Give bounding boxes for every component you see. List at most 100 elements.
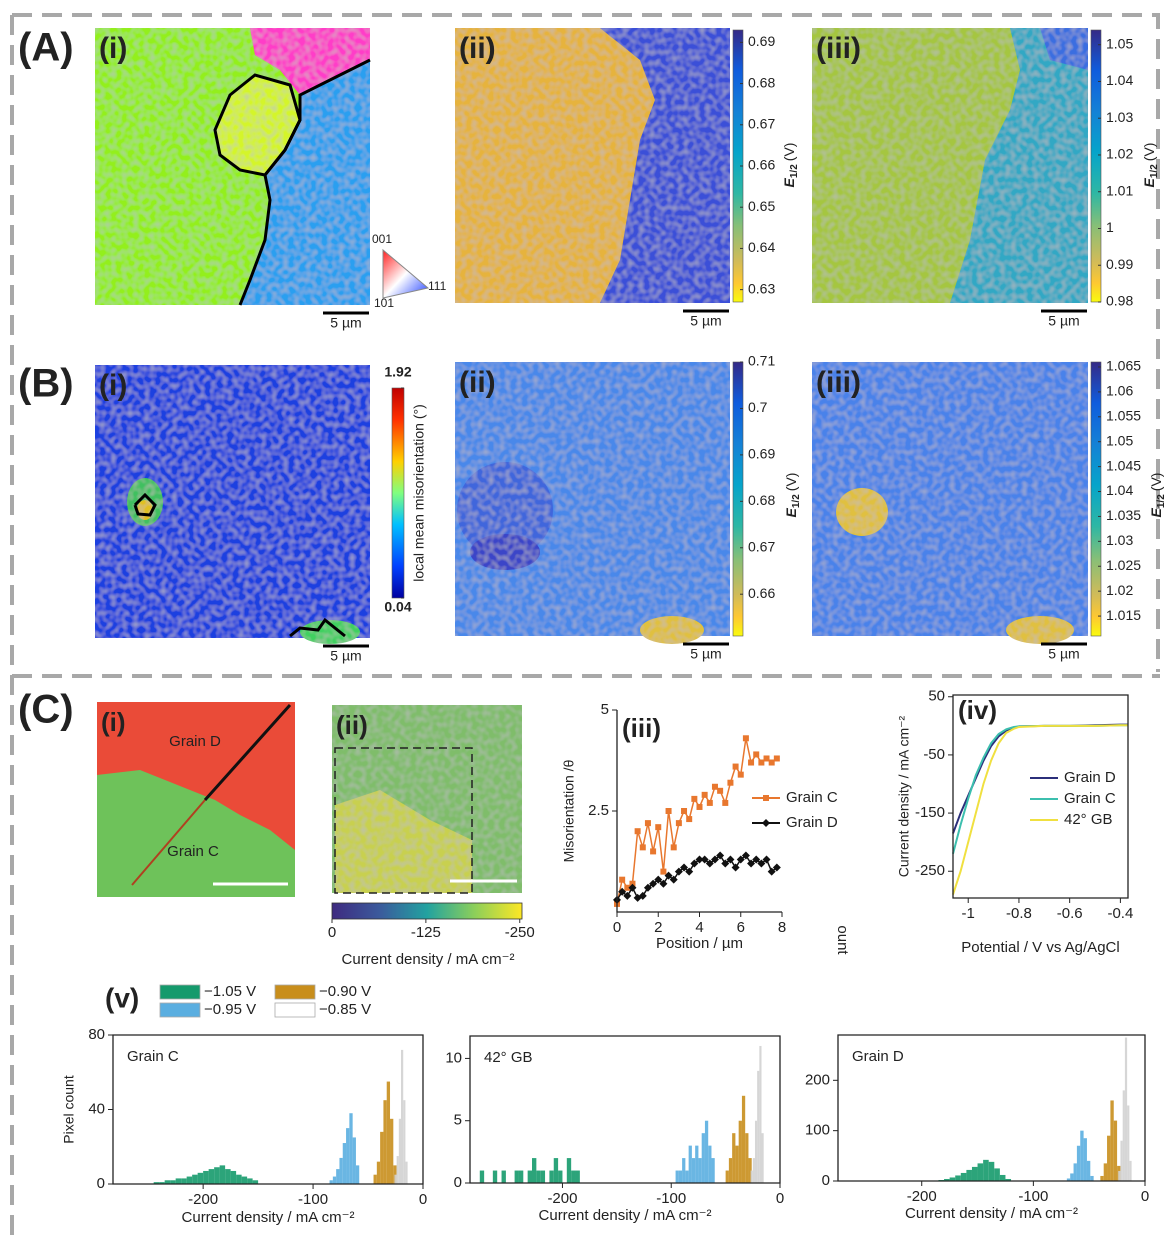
hist-bar — [492, 1170, 498, 1183]
map-label: (ii) — [459, 366, 496, 399]
panel-label: (A) — [18, 26, 74, 70]
hist-bar — [1076, 1145, 1081, 1181]
colorbar-tick-label: 1.01 — [1106, 182, 1133, 198]
colorbar-tick-label: 0.69 — [748, 33, 775, 49]
hist-bar — [536, 1170, 541, 1183]
x-tick-label: -200 — [188, 1191, 218, 1208]
legend-marker — [762, 819, 770, 827]
hist-bar — [403, 1100, 406, 1184]
map-label: (iii) — [816, 366, 861, 399]
colorbar-label: E1/2 (V) — [1141, 143, 1160, 188]
map-label: (iii) — [816, 32, 861, 65]
series-line — [616, 738, 778, 905]
hist-bar — [566, 1158, 572, 1183]
colorbar-tick-label: 1.92 — [384, 364, 411, 380]
marker — [664, 871, 673, 880]
x-tick-label: 0 — [776, 1190, 784, 1207]
legend-label: −0.90 V — [319, 983, 371, 1000]
hist-bar — [518, 1170, 524, 1183]
colorbar-tick-label: 0.63 — [748, 280, 775, 296]
hist-bar — [170, 1180, 176, 1184]
colorbar-tick-label: 1.05 — [1106, 35, 1133, 51]
colorbar-tick-label: 1.06 — [1106, 383, 1133, 399]
scale-bar-label: 5 µm — [1048, 646, 1079, 662]
hist-bar — [1110, 1100, 1114, 1181]
colorbar-tick-label: 0.67 — [748, 115, 775, 131]
marker — [768, 759, 775, 766]
y-tick-label: 0 — [822, 1172, 830, 1189]
y-tick-label: 0 — [97, 1175, 105, 1192]
grain-label: Grain C — [167, 843, 219, 860]
hist-bar — [977, 1163, 984, 1181]
x-axis-label: Current density / mA cm⁻² — [182, 1209, 355, 1226]
x-tick-label: 2 — [654, 919, 662, 936]
hist-bar — [955, 1175, 961, 1181]
hist-bar — [708, 1145, 712, 1183]
marker — [747, 859, 756, 868]
scale-bar-label: 5 µm — [330, 315, 361, 331]
colorbar-tick-label: 1.05 — [1106, 432, 1133, 448]
hist-bar — [339, 1157, 343, 1184]
marker — [772, 863, 781, 872]
map-label: (ii) — [459, 32, 496, 65]
hist-bar — [685, 1170, 689, 1183]
marker — [669, 875, 678, 884]
colorbar-tick-label: 1.025 — [1106, 557, 1141, 573]
hist-bar — [960, 1172, 967, 1181]
x-axis-label: Potential / V vs Ag/AgCl — [961, 939, 1119, 956]
ipf-triangle — [382, 248, 430, 299]
label-subscript: 1/2 — [789, 164, 800, 178]
chart-title: Grain D — [852, 1048, 904, 1065]
hist-bar — [971, 1166, 978, 1181]
selection-box — [334, 747, 473, 894]
hist-bar — [1122, 1090, 1125, 1181]
colorbar-label: E1/2 (V) — [783, 473, 802, 518]
hist-bar — [153, 1182, 160, 1184]
y-tick-label: 2.5 — [588, 802, 609, 819]
hist-bar — [514, 1170, 519, 1183]
label-symbol: E — [783, 507, 799, 517]
chart-label: (iv) — [958, 695, 997, 725]
marker — [690, 859, 699, 868]
marker — [696, 803, 703, 810]
label-unit: (V) — [781, 143, 797, 162]
x-axis-label: Current density / mA cm⁻² — [905, 1205, 1078, 1222]
hist-bar — [383, 1100, 387, 1184]
legend-label: Grain C — [1064, 790, 1116, 807]
y-tick-label: -50 — [923, 746, 945, 763]
scale-bar-label: 5 µm — [690, 313, 721, 329]
marker — [753, 751, 760, 758]
hist-bar — [750, 1170, 753, 1183]
colorbar-tick-label: 0.04 — [384, 599, 411, 615]
hist-bar — [241, 1176, 248, 1184]
ipf-label: 001 — [372, 232, 392, 246]
legend-label: −1.05 V — [204, 983, 256, 1000]
potential-map — [812, 362, 1088, 644]
marker — [758, 759, 765, 766]
hist-bar — [571, 1170, 576, 1183]
hist-bar — [159, 1182, 165, 1184]
colorbar-label: Current density / mA cm⁻² — [342, 951, 515, 968]
x-tick-label: 0 — [1141, 1188, 1149, 1205]
marker — [727, 779, 734, 786]
x-tick-label: -100 — [656, 1190, 686, 1207]
colorbar-tick-label: 1.03 — [1106, 532, 1133, 548]
marker — [675, 820, 682, 827]
colorbar-tick-label: 0.68 — [748, 74, 775, 90]
marker — [732, 763, 739, 770]
label-symbol: E — [781, 177, 797, 187]
scale-bar-label: 5 µm — [330, 648, 361, 664]
colorbar-tick-label: 0.64 — [748, 239, 775, 255]
x-tick-label: -100 — [298, 1191, 328, 1208]
hist-bar — [1086, 1160, 1091, 1181]
legend-swatch — [159, 984, 201, 1000]
hist-bar — [1070, 1173, 1074, 1181]
marker — [619, 876, 626, 883]
hist-bar — [735, 1145, 739, 1183]
marker — [717, 787, 724, 794]
x-tick-label: -1 — [962, 905, 975, 922]
x-tick-label: -200 — [547, 1190, 577, 1207]
potential-map — [455, 28, 730, 303]
marker — [710, 855, 719, 864]
hist-bar — [236, 1174, 242, 1184]
